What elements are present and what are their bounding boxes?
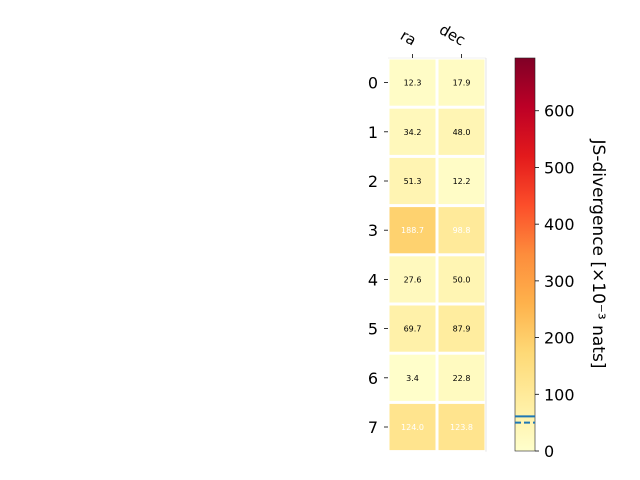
cell-value-label: 69.7 <box>404 325 422 334</box>
heatmap-cell <box>438 108 485 155</box>
cell-value-label: 98.8 <box>453 226 471 235</box>
row-label: 7 <box>368 418 378 437</box>
heatmap-cell <box>438 403 485 451</box>
cell-value-label: 188.7 <box>401 226 424 235</box>
cell-value-label: 27.6 <box>404 275 422 284</box>
cell-value-label: 12.2 <box>453 177 471 186</box>
colorbar-tick-label: 0 <box>544 442 554 461</box>
heatmap-cell <box>438 59 485 106</box>
cell-value-label: 3.4 <box>406 374 419 383</box>
colorbar-gradient <box>514 57 536 452</box>
colorbar-tick-label: 100 <box>544 385 575 404</box>
column-label: dec <box>436 20 468 49</box>
row-label: 3 <box>368 221 378 240</box>
colorbar-tick-label: 600 <box>544 102 575 121</box>
cell-value-label: 34.2 <box>404 128 422 137</box>
cell-value-label: 22.8 <box>453 374 471 383</box>
colorbar-label: JS-divergence [×10⁻³ nats] <box>588 139 608 369</box>
heatmap-cell <box>438 157 485 205</box>
cell-value-label: 124.0 <box>401 423 424 432</box>
row-label: 6 <box>368 369 378 388</box>
row-label: 5 <box>368 320 378 339</box>
heatmap-cell <box>389 157 436 205</box>
colorbar-tick-label: 400 <box>544 215 575 234</box>
row-label: 1 <box>368 123 378 142</box>
cell-value-label: 51.3 <box>404 177 422 186</box>
heatmap-cell <box>438 305 485 352</box>
cell-value-label: 87.9 <box>453 325 471 334</box>
heatmap-cell <box>389 59 436 106</box>
colorbar-tick-label: 500 <box>544 158 575 177</box>
heatmap: 12.3 17.9 34.2 48.0 51.3 12.2 188.7 98.8 27.6 50.… <box>368 20 487 452</box>
row-label: 2 <box>368 172 378 191</box>
heatmap-cell <box>389 108 436 155</box>
heatmap-cell <box>389 403 436 451</box>
column-label: ra <box>397 26 419 49</box>
cell-value-label: 123.8 <box>450 423 473 432</box>
cell-value-label: 12.3 <box>404 79 422 88</box>
heatmap-cell <box>389 354 436 401</box>
cell-value-label: 50.0 <box>453 275 471 284</box>
row-label: 4 <box>368 270 378 289</box>
row-label: 0 <box>368 74 378 93</box>
heatmap-cell <box>389 207 436 254</box>
heatmap-cell <box>438 207 485 254</box>
colorbar-tick-label: 300 <box>544 272 575 291</box>
cell-value-label: 17.9 <box>453 79 471 88</box>
heatmap-cell <box>438 256 485 303</box>
colorbar: 0 100 200 300 400 500 600 JS-divergence [×10⁻³… <box>514 57 608 461</box>
colorbar-tick-label: 200 <box>544 329 575 348</box>
heatmap-cell <box>389 256 436 303</box>
heatmap-cell <box>438 354 485 401</box>
cell-value-label: 48.0 <box>453 128 471 137</box>
heatmap-cell <box>389 305 436 352</box>
